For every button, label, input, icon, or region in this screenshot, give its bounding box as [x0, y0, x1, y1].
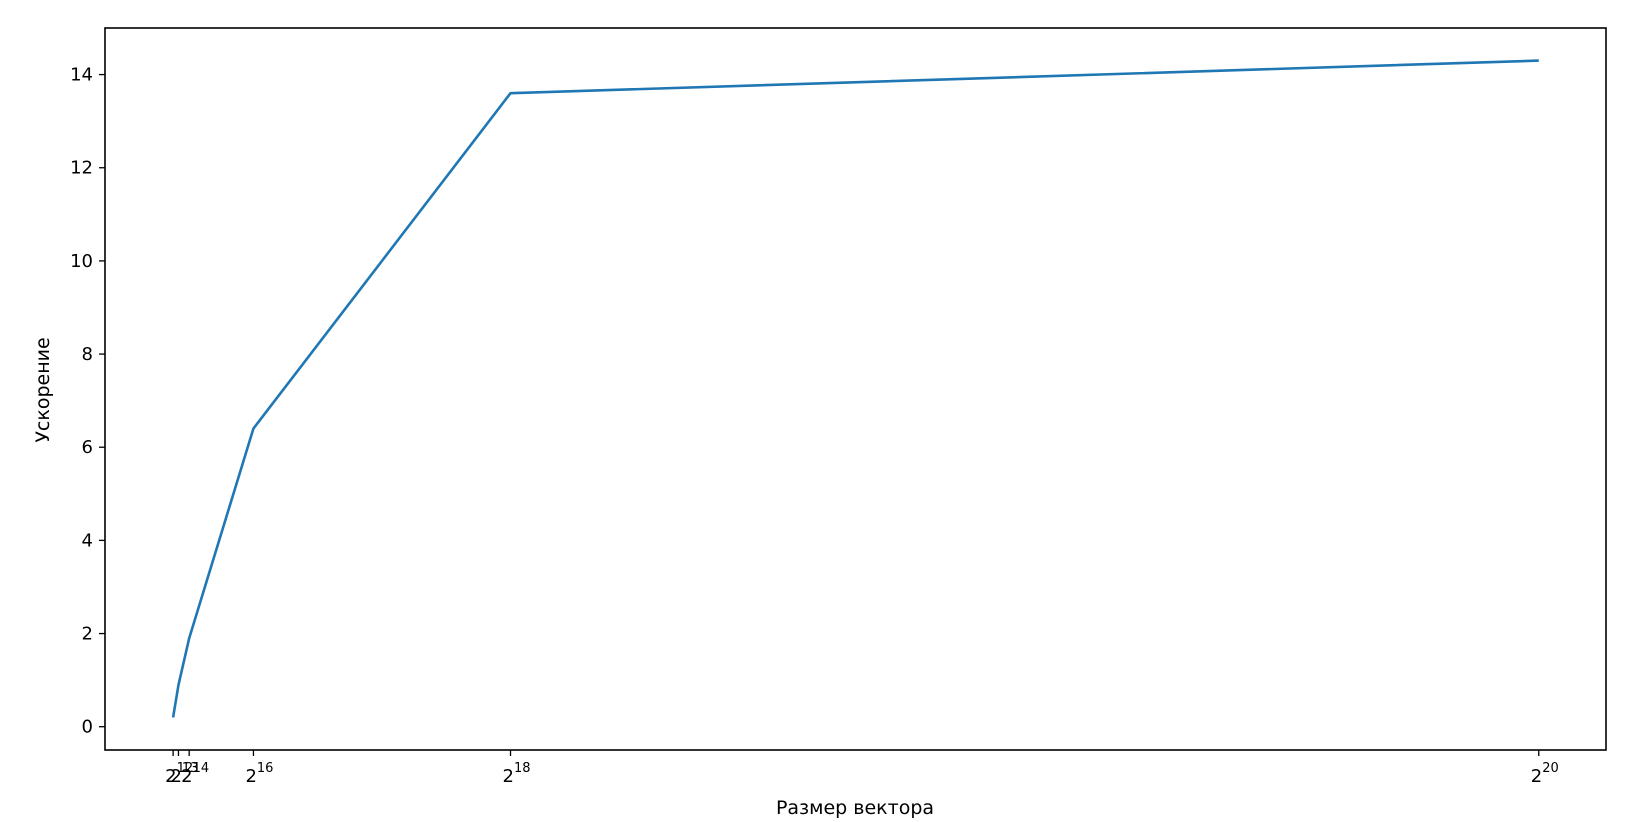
x-tick-label: 220	[1531, 761, 1559, 787]
y-tick-label: 4	[82, 530, 93, 551]
y-axis-label: Ускорение	[32, 337, 54, 442]
series-line-0	[171, 59, 1539, 718]
y-tick-label: 6	[82, 437, 93, 458]
plot-frame	[104, 27, 1607, 751]
x-tick-label: 214	[181, 761, 209, 787]
plot-area	[104, 27, 1607, 751]
y-tick-label: 2	[82, 624, 93, 645]
y-tick-label: 0	[82, 717, 93, 738]
x-tick-label: 218	[503, 761, 531, 787]
x-tick-label: 213	[170, 761, 198, 787]
y-tick-label: 10	[70, 251, 93, 272]
y-tick-label: 12	[70, 158, 93, 179]
x-tick-label: 212	[165, 761, 193, 787]
y-tick-label: 8	[82, 344, 93, 365]
y-tick-label: 14	[70, 65, 93, 86]
x-axis-label: Размер вектора	[776, 797, 934, 819]
y-axis-ticks: 0 2 4 6 8 10 12 14	[70, 65, 105, 738]
x-tick-label: 216	[245, 761, 273, 787]
